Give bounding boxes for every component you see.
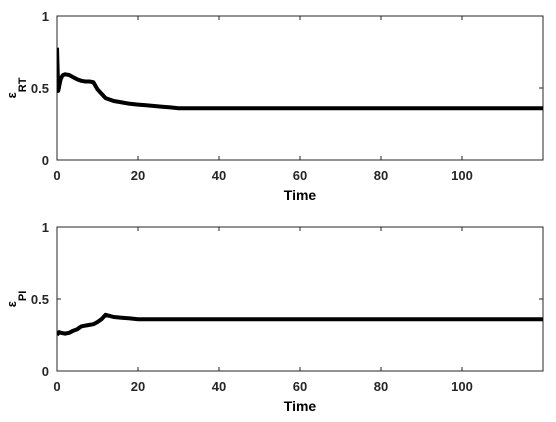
x-tick-label: 40	[212, 168, 226, 183]
x-axis-label: Time	[284, 398, 317, 414]
chart-panel-bottom: 0 20 40 60 80 100 0 0.5 1 Time εPI	[4, 220, 544, 414]
y-tick-label: 0.5	[31, 81, 49, 96]
y-tick-label: 1	[42, 9, 49, 24]
x-tick-label: 40	[212, 379, 226, 394]
x-tick-label: 60	[293, 168, 307, 183]
axes-box	[56, 226, 544, 372]
x-tick-label: 80	[374, 168, 388, 183]
y-axis-label: εPI	[4, 291, 29, 308]
x-tick-label: 20	[131, 168, 145, 183]
y-axis-label-symbol: ε	[4, 301, 19, 307]
y-axis-label-symbol: ε	[4, 92, 19, 98]
x-axis-label: Time	[284, 187, 317, 203]
x-tick-label: 60	[293, 379, 307, 394]
x-tick-label: 100	[451, 168, 473, 183]
y-tick-label: 1	[42, 220, 49, 235]
x-tick-label: 100	[451, 379, 473, 394]
y-tick-label: 0	[42, 153, 49, 168]
y-tick-label: 0.5	[31, 292, 49, 307]
series-line	[57, 312, 543, 337]
y-tick-label: 0	[42, 364, 49, 379]
y-axis-label-subscript: PI	[17, 291, 29, 301]
y-axis-label: εRT	[4, 77, 29, 98]
x-tick-label: 0	[53, 379, 60, 394]
x-tick-label: 0	[53, 168, 60, 183]
series-line	[57, 47, 543, 111]
chart-panel-top: 0 20 40 60 80 100 0 0.5 1 Time εRT	[4, 9, 544, 203]
x-tick-label: 80	[374, 379, 388, 394]
axes-box	[56, 15, 544, 161]
y-axis-label-subscript: RT	[17, 77, 29, 92]
x-tick-label: 20	[131, 379, 145, 394]
